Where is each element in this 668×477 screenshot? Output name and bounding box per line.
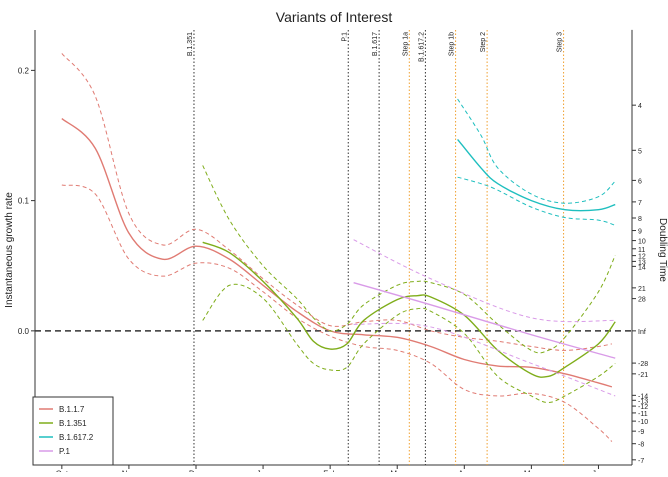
y2-tick-label: -7 (638, 458, 644, 465)
y2-tick-label: 4 (638, 103, 642, 110)
reference-label: Step 1b (449, 32, 456, 56)
series-line (353, 281, 616, 359)
y2-tick-label: -14 (638, 393, 648, 400)
y-tick-label: 0.2 (18, 66, 30, 75)
y2-tick-label: 28 (638, 297, 646, 304)
chart-title: Variants of Interest (276, 9, 393, 25)
legend-label: B.1.617.2 (59, 433, 94, 442)
y2-tick-label: 13 (638, 259, 646, 266)
ci-lower (457, 176, 616, 226)
series-line (202, 241, 616, 378)
y2-tick-label: 11 (638, 247, 645, 254)
reference-label: B.1.617 (372, 32, 379, 56)
y2-tick-label: 12 (638, 254, 646, 261)
y2-tick-label: -28 (638, 361, 648, 368)
legend-label: P.1 (59, 447, 71, 456)
y-tick-label: 0.0 (18, 327, 30, 336)
y2-tick-label: 8 (638, 216, 642, 223)
ci-upper (353, 239, 616, 323)
y2-tick-label: 7 (638, 200, 642, 207)
legend-label: B.1.351 (59, 419, 87, 428)
ci-upper (61, 53, 612, 351)
reference-label: Step 3 (557, 32, 564, 52)
y2-tick-label: -12 (638, 404, 648, 411)
reference-label: P.1 (341, 32, 348, 42)
y2-tick-label: 9 (638, 229, 642, 236)
ci-lower (202, 283, 616, 403)
y2-axis-label: Doubling Time (657, 218, 668, 282)
y2-tick-label: -10 (638, 419, 648, 426)
legend-label: B.1.1.7 (59, 405, 85, 414)
y2-tick-label: 21 (638, 286, 646, 293)
y2-tick-label: 5 (638, 148, 642, 155)
y2-tick-label: -13 (638, 398, 648, 405)
y2-tick-label: Inf (638, 329, 646, 336)
ci-lower (61, 184, 613, 442)
y-tick-label: 0.1 (18, 197, 30, 206)
y2-tick-label: -8 (638, 442, 644, 449)
y2-tick-label: -11 (638, 411, 648, 418)
series-line (457, 138, 616, 212)
reference-label: B.1.617.2 (418, 32, 425, 62)
ci-upper (202, 165, 616, 354)
series-line (61, 118, 613, 388)
reference-label: B.1.351 (187, 32, 194, 56)
y2-tick-label: 10 (638, 239, 646, 246)
ci-upper (457, 98, 616, 204)
reference-label: Step 2 (480, 32, 487, 52)
ci-lower (353, 322, 616, 397)
y2-tick-label: 6 (638, 178, 642, 185)
y-axis-label: Instantaneous growth rate (4, 192, 15, 308)
y2-tick-label: 14 (638, 264, 646, 271)
y2-tick-label: -21 (638, 372, 648, 379)
y2-tick-label: -9 (638, 429, 644, 436)
reference-label: Step 1a (402, 32, 409, 56)
